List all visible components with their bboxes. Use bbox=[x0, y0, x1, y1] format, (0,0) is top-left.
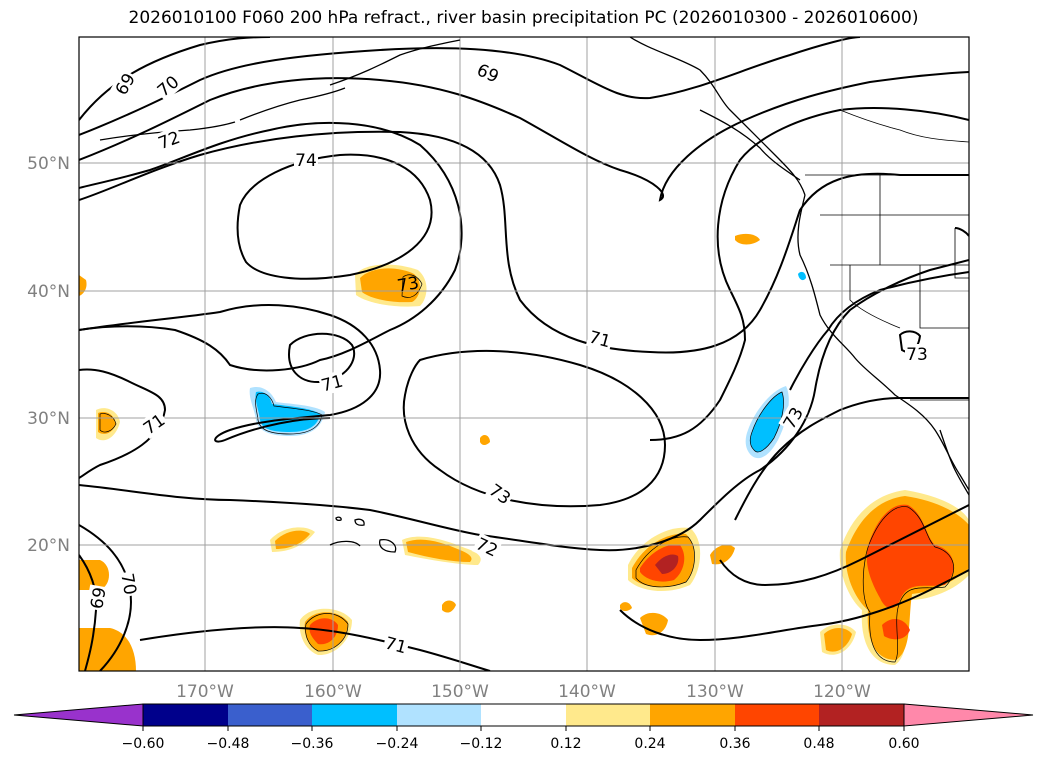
lon-label: 120°W bbox=[813, 682, 871, 702]
contour-label: 73 bbox=[906, 345, 928, 365]
colorbar-segment bbox=[13, 703, 144, 727]
colorbar-tick-label: 0.60 bbox=[888, 736, 919, 752]
map-title: 2026010100 F060 200 hPa refract., river … bbox=[128, 8, 919, 28]
contour-label: 74 bbox=[295, 151, 317, 171]
contour-label: 69 bbox=[87, 586, 110, 611]
colorbar-segment bbox=[481, 704, 566, 726]
colorbar-segment bbox=[397, 704, 481, 726]
colorbar-segment bbox=[228, 704, 312, 726]
lon-label: 130°W bbox=[686, 682, 744, 702]
coastlines bbox=[99, 37, 969, 553]
colorbar: −0.60 −0.48 −0.36 −0.24 −0.12 0.12 0.24 … bbox=[13, 703, 1034, 752]
political-borders bbox=[805, 109, 969, 401]
lat-label: 30°N bbox=[27, 409, 70, 429]
colorbar-segment bbox=[903, 703, 1034, 727]
colorbar-tick-label: 0.36 bbox=[719, 736, 750, 752]
lon-label: 170°W bbox=[176, 682, 234, 702]
colorbar-segment bbox=[143, 704, 228, 726]
colorbar-segment bbox=[650, 704, 735, 726]
lon-label: 140°W bbox=[558, 682, 616, 702]
colorbar-tick-label: 0.48 bbox=[803, 736, 834, 752]
lat-label: 20°N bbox=[27, 536, 70, 556]
precip-shading bbox=[79, 233, 969, 671]
colorbar-tick-label: 0.24 bbox=[634, 736, 665, 752]
lat-label: 50°N bbox=[27, 154, 70, 174]
contour-label: 70 bbox=[116, 572, 139, 597]
map-border bbox=[78, 36, 970, 672]
lat-label: 40°N bbox=[27, 282, 70, 302]
colorbar-tick-label: −0.36 bbox=[291, 736, 334, 752]
colorbar-segment bbox=[735, 704, 819, 726]
lon-label: 160°W bbox=[304, 682, 362, 702]
colorbar-tick-label: 0.12 bbox=[550, 736, 581, 752]
lon-label: 150°W bbox=[431, 682, 489, 702]
contour-label: 73 bbox=[396, 273, 421, 296]
colorbar-tick-label: −0.60 bbox=[122, 736, 165, 752]
colorbar-segment bbox=[312, 704, 397, 726]
colorbar-segment bbox=[566, 704, 650, 726]
colorbar-tick-label: −0.12 bbox=[460, 736, 503, 752]
colorbar-segment bbox=[819, 704, 904, 726]
map-gridlines bbox=[79, 37, 969, 671]
longitude-labels: 170°W 160°W 150°W 140°W 130°W 120°W bbox=[176, 682, 871, 702]
colorbar-tick-label: −0.48 bbox=[207, 736, 250, 752]
colorbar-tick-label: −0.24 bbox=[376, 736, 419, 752]
latitude-labels: 50°N 40°N 30°N 20°N bbox=[27, 154, 70, 556]
